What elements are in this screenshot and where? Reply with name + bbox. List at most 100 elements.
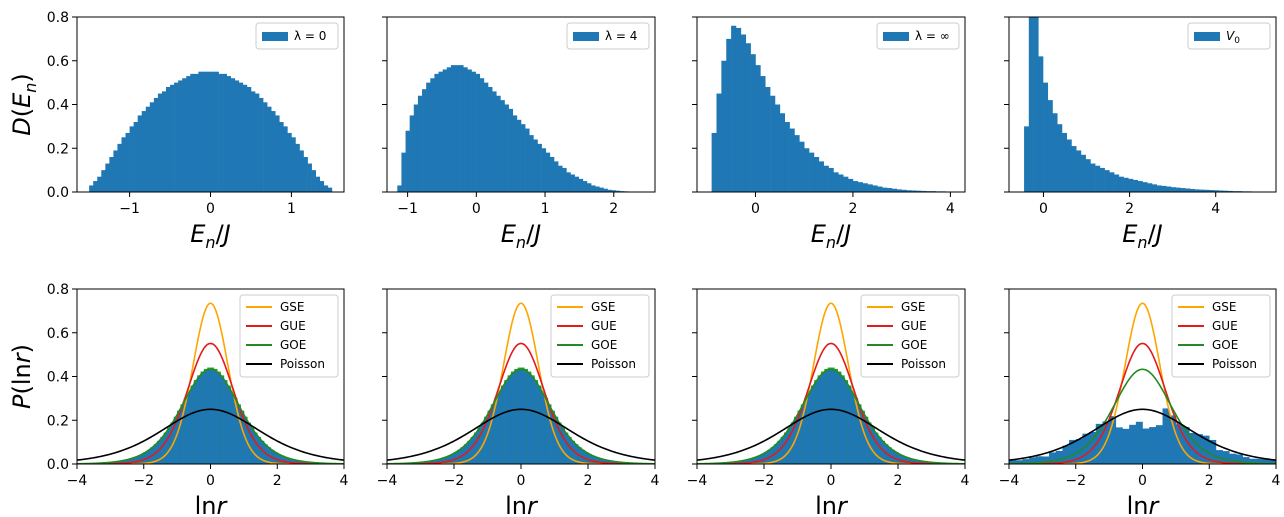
hist-bar xyxy=(837,373,842,464)
hist-bar xyxy=(133,122,138,192)
hist-bar xyxy=(238,82,244,192)
hist-bar xyxy=(1147,183,1153,192)
legend-swatch xyxy=(1194,32,1220,41)
hist-bar xyxy=(137,455,141,464)
legend-label-goe: GOE xyxy=(901,338,927,352)
hist-bar xyxy=(561,428,565,464)
hist-bar xyxy=(800,405,805,464)
goe-curve xyxy=(77,368,344,464)
hist-bar xyxy=(1255,458,1263,464)
poisson-curve xyxy=(697,408,965,461)
hist-bar xyxy=(1128,178,1134,192)
hist-bar xyxy=(121,137,126,192)
hist-bar xyxy=(1028,17,1034,192)
hist-bar xyxy=(1262,458,1270,464)
hist-bar xyxy=(1199,189,1205,192)
x-tick-label: 2 xyxy=(894,473,903,489)
hist-bar xyxy=(1047,100,1053,192)
hist-bar xyxy=(271,111,276,192)
hist-bar xyxy=(259,97,264,192)
y-axis-label: D(En) xyxy=(8,73,40,136)
hist-bar xyxy=(817,377,822,464)
hist-bar xyxy=(1114,174,1120,192)
hist-bar xyxy=(471,71,476,192)
hist-bar xyxy=(1218,190,1224,192)
hist-bar xyxy=(525,128,530,192)
goe-curve xyxy=(1009,368,1276,464)
x-axis-label: lnr xyxy=(505,492,539,517)
x-tick-label: 0 xyxy=(206,201,215,217)
hist-bar xyxy=(1118,176,1124,192)
hist-bar xyxy=(1166,186,1172,192)
hist-bar xyxy=(177,411,181,464)
hist-bar xyxy=(210,369,215,464)
hist-bar xyxy=(838,174,844,192)
hist-bar xyxy=(882,187,888,192)
hist-bar xyxy=(504,104,509,192)
hist-bar xyxy=(799,141,805,192)
hist-bar xyxy=(760,76,766,192)
x-axis-label: lnr xyxy=(815,492,849,517)
hist-bar xyxy=(426,82,431,192)
hist-bar xyxy=(475,73,481,192)
hist-bar xyxy=(140,454,145,464)
panel-top-2: −1 0 1 2 En/J λ = 4 xyxy=(382,16,656,252)
panel-bottom-4: −4 −2 0 2 4 lnr GSE GUE GOE Poisson xyxy=(999,288,1281,517)
hist-bar xyxy=(1223,190,1229,192)
hist-bar xyxy=(277,454,281,464)
hist-bar xyxy=(608,460,612,464)
hist-bar xyxy=(1123,177,1129,192)
hist-bar xyxy=(297,460,301,464)
hist-bar xyxy=(170,84,175,192)
hist-bar xyxy=(1202,435,1210,464)
x-axis-label: lnr xyxy=(195,492,229,517)
hist-bar xyxy=(287,132,292,192)
hist-bar xyxy=(804,148,810,192)
hist-bar xyxy=(180,405,185,464)
hist-bar xyxy=(443,457,448,464)
legend-box xyxy=(876,22,960,50)
hist-bar xyxy=(760,454,765,464)
hist-bar xyxy=(1195,434,1203,464)
hist-bar xyxy=(130,458,135,464)
hist-bar xyxy=(877,437,882,464)
hist-bar xyxy=(413,104,419,192)
hist-bar xyxy=(190,387,195,464)
hist-bar xyxy=(753,457,758,464)
hist-bar xyxy=(1149,427,1157,464)
hist-bar xyxy=(558,165,563,192)
hist-bar xyxy=(315,176,321,192)
hist-bar xyxy=(291,137,296,192)
hist-bar xyxy=(735,27,742,192)
hist-bar xyxy=(470,437,475,464)
hist-bar xyxy=(549,157,555,192)
hist-bar xyxy=(740,34,747,192)
hist-bar xyxy=(1115,427,1123,464)
hist-bar xyxy=(582,181,588,192)
hist-bar xyxy=(562,167,567,192)
hist-bar xyxy=(721,60,727,192)
poisson-curve xyxy=(387,408,655,461)
hist-bar xyxy=(911,459,916,464)
hist-bar xyxy=(578,178,584,192)
hist-bar xyxy=(595,186,600,192)
hist-bar xyxy=(273,452,278,464)
hist-bar xyxy=(450,65,456,192)
x-tick-label: −4 xyxy=(999,473,1020,489)
hist-bar xyxy=(307,163,312,192)
hist-bar xyxy=(854,399,859,464)
hist-bar xyxy=(831,369,835,464)
hist-bar xyxy=(113,150,118,192)
hist-bar xyxy=(564,433,569,464)
y-axis-label: P(lnr) xyxy=(8,344,36,409)
hist-bar xyxy=(283,457,288,464)
hist-bar xyxy=(901,455,905,464)
hist-bar xyxy=(567,437,572,464)
hist-bar xyxy=(137,115,143,192)
hist-bar xyxy=(857,182,863,192)
hist-bar xyxy=(794,417,798,464)
hist-bar xyxy=(603,188,608,192)
legend-label-gue: GUE xyxy=(280,319,306,333)
hist-bar xyxy=(141,111,147,192)
hist-bar xyxy=(242,84,248,192)
